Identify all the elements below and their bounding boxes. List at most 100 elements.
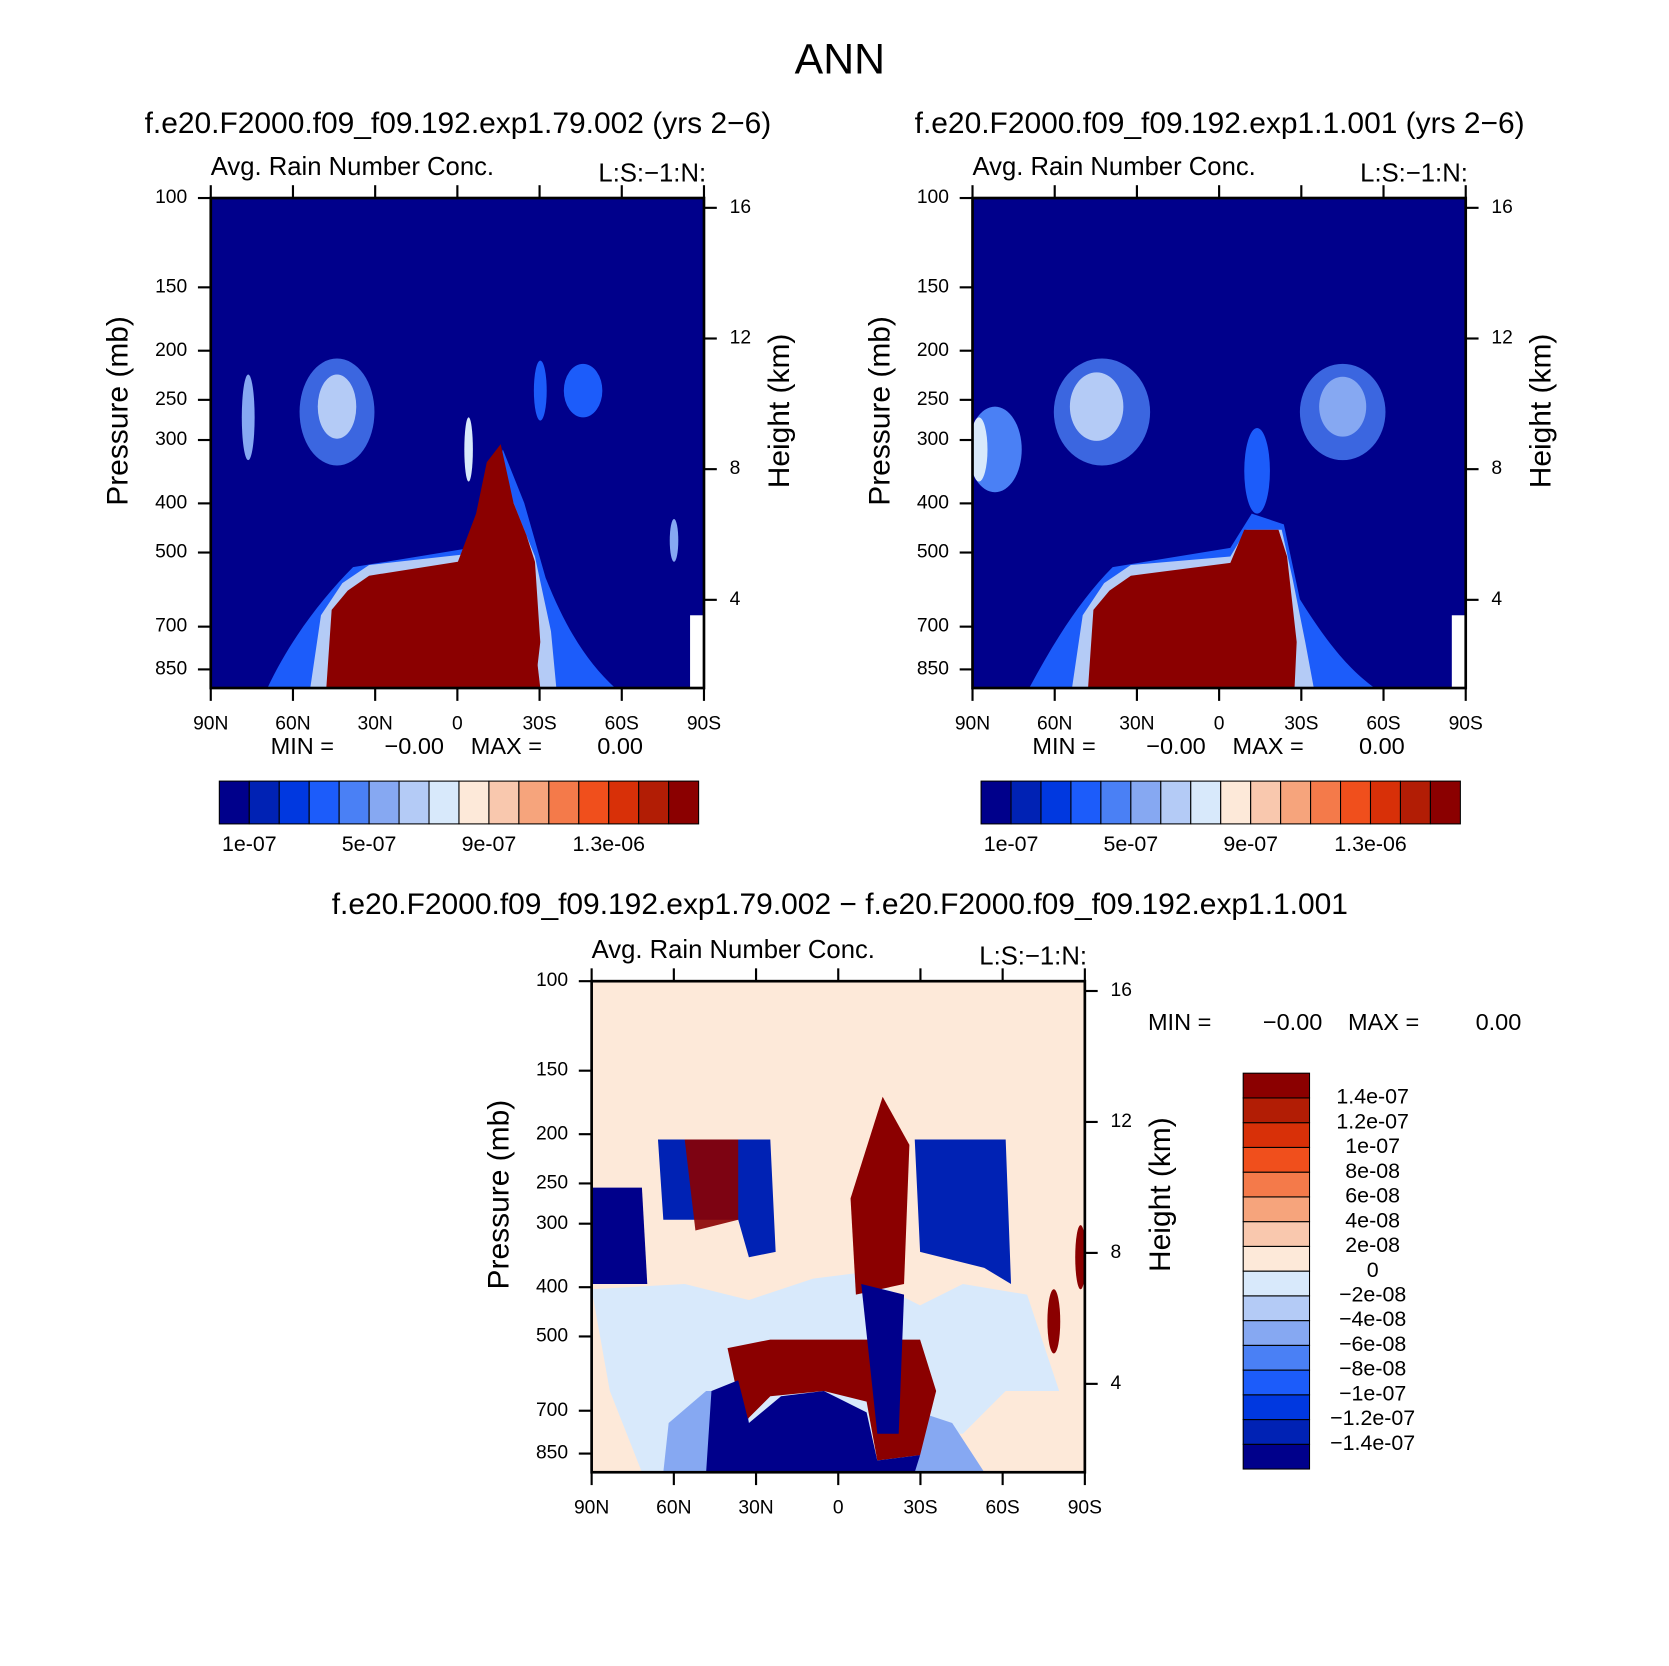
x-tick-label: 60S (986, 1498, 1020, 1519)
y-tick-label: 200 (155, 340, 187, 361)
x-tick-label: 90N (955, 713, 990, 734)
colorbar-label: −4e-08 (1339, 1307, 1406, 1331)
colorbar-box (1100, 780, 1132, 825)
colorbar-label: 1.4e-07 (1336, 1085, 1409, 1109)
colorbar-box (1160, 780, 1192, 825)
min-value: −0.00 (1146, 733, 1206, 759)
x-tick-label: 60S (605, 713, 639, 734)
colorbar-box (1242, 1072, 1311, 1099)
y-tick-label: 700 (536, 1400, 568, 1421)
y-tick-label: 250 (155, 389, 187, 410)
y-tick-label: 200 (917, 340, 949, 361)
x-tick-label: 30N (738, 1498, 773, 1519)
colorbar-label: 1.3e-06 (573, 832, 646, 856)
y-axis-label: Pressure (mb) (483, 1100, 516, 1290)
x-tick-label: 60N (656, 1498, 691, 1519)
colorbar-label: −8e-08 (1339, 1357, 1406, 1381)
y-tick-label: 100 (917, 187, 949, 208)
case-title: f.e20.F2000.f09_f09.192.exp1.79.002 (yrs… (145, 107, 772, 140)
y2-tick-label: 8 (1491, 458, 1502, 479)
max-value: 0.00 (1476, 1009, 1522, 1035)
colorbar-box (1242, 1270, 1311, 1297)
y2-tick-label: 16 (1491, 197, 1512, 218)
colorbar-label: 0 (1367, 1258, 1379, 1282)
colorbar-box (1399, 780, 1431, 825)
colorbar-box (1242, 1245, 1311, 1272)
colorbar-box (1242, 1122, 1311, 1148)
figure-title: ANN (795, 35, 885, 83)
colorbar-box (608, 780, 640, 825)
colorbar-label: 5e-07 (1104, 832, 1159, 856)
colorbar-box (1242, 1320, 1311, 1346)
x-tick-label: 30S (903, 1498, 937, 1519)
y2-tick-label: 4 (1111, 1373, 1122, 1394)
colorbar-box (1242, 1097, 1311, 1124)
y-tick-label: 100 (536, 970, 568, 991)
colorbar-box (1429, 780, 1461, 825)
colorbar-label: 6e-08 (1345, 1184, 1400, 1208)
y2-axis-label: Height (km) (1525, 334, 1558, 489)
colorbar-box (1242, 1221, 1311, 1247)
y-tick-label: 300 (917, 429, 949, 450)
y-tick-label: 850 (155, 658, 187, 679)
x-tick-label: 30S (1284, 713, 1318, 734)
y-tick-label: 850 (536, 1443, 568, 1464)
y2-tick-label: 12 (1111, 1111, 1132, 1132)
colorbar-box (1242, 1394, 1311, 1421)
x-tick-label: 60N (275, 713, 310, 734)
min-label: MIN = (1032, 733, 1095, 759)
y-tick-label: 400 (155, 492, 187, 513)
max-label: MAX = (471, 733, 542, 759)
contour-field (210, 198, 704, 689)
y-tick-label: 850 (917, 658, 949, 679)
x-tick-label: 30N (1119, 713, 1154, 734)
y-tick-label: 100 (155, 187, 187, 208)
y-tick-label: 150 (917, 276, 949, 297)
x-tick-label: 30N (358, 713, 393, 734)
x-tick-label: 60S (1366, 713, 1400, 734)
y-tick-label: 250 (917, 389, 949, 410)
y2-tick-label: 16 (730, 197, 751, 218)
colorbar-box (1340, 780, 1372, 825)
colorbar-box (398, 780, 430, 825)
y-tick-label: 400 (536, 1276, 568, 1297)
x-tick-label: 30S (522, 713, 556, 734)
x-tick-label: 90N (193, 713, 228, 734)
colorbar-box (578, 780, 610, 825)
colorbar-box (428, 780, 460, 825)
colorbar-box (668, 780, 700, 825)
colorbar-box (1250, 780, 1282, 825)
panel-title: Avg. Rain Number Conc. (973, 153, 1256, 181)
colorbar-box (1190, 780, 1222, 825)
colorbar-box (458, 780, 490, 825)
colorbar-label: 2e-08 (1345, 1233, 1400, 1257)
y2-axis-label: Height (km) (1144, 1117, 1177, 1272)
contour-field (972, 198, 1466, 689)
colorbar-box (1242, 1344, 1311, 1371)
y-tick-label: 500 (536, 1326, 568, 1347)
colorbar-box (1040, 780, 1072, 825)
colorbar-label: −1.2e-07 (1330, 1406, 1415, 1430)
x-tick-label: 90N (574, 1498, 609, 1519)
y-tick-label: 500 (155, 542, 187, 563)
colorbar-label: 1e-07 (984, 832, 1039, 856)
y-tick-label: 250 (536, 1173, 568, 1194)
colorbar-box (1010, 780, 1042, 825)
colorbar-label: 5e-07 (342, 832, 397, 856)
x-tick-label: 60N (1037, 713, 1072, 734)
colorbar-box (488, 780, 520, 825)
colorbar-box (1242, 1295, 1311, 1322)
y-axis-label: Pressure (mb) (102, 316, 135, 506)
colorbar-box (518, 780, 550, 825)
y-tick-label: 500 (917, 542, 949, 563)
y2-tick-label: 8 (730, 458, 741, 479)
max-value: 0.00 (597, 733, 643, 759)
colorbar-box (980, 780, 1012, 825)
colorbar-box (1242, 1369, 1311, 1396)
colorbar-label: 1.3e-06 (1334, 832, 1407, 856)
colorbar-box (1220, 780, 1252, 825)
panel-right-title: L:S:−1:N: (979, 942, 1087, 970)
colorbar-box (1280, 780, 1312, 825)
case-title: f.e20.F2000.f09_f09.192.exp1.79.002 − f.… (332, 888, 1348, 921)
